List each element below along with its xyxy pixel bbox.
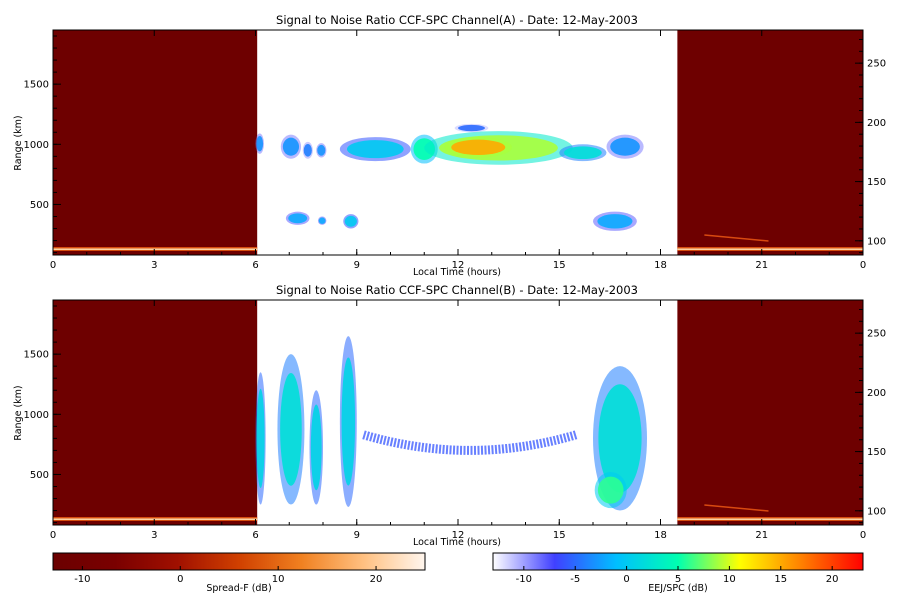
- colorbar-tick-label: 10: [272, 574, 285, 585]
- colorbar-tick-label: -10: [516, 574, 532, 585]
- x-tick-label: 0: [50, 260, 56, 271]
- colorbar-tick-label: 20: [370, 574, 383, 585]
- x-tick-label: 18: [654, 260, 667, 271]
- colorbar-tick-label: 10: [723, 574, 736, 585]
- chart-title-b: Signal to Noise Ratio CCF-SPC Channel(B)…: [276, 283, 638, 297]
- y2-tick-label: 100: [867, 506, 886, 517]
- snr-echo-region: [256, 388, 265, 489]
- snr-echo-region: [282, 137, 300, 156]
- night-echo-band-core: [677, 518, 863, 520]
- plot-area-a: 0 3 6 9 12 15 18 21 0 500 1000 1500 100 150 200 250: [24, 29, 886, 271]
- snr-echo-region: [317, 144, 326, 156]
- y2-tick-label: 250: [867, 59, 886, 70]
- snr-echo-region: [346, 140, 404, 159]
- y2-tick-label: 150: [867, 447, 886, 458]
- colorbar-tick-label: -10: [74, 574, 90, 585]
- night-spread-f-region: [53, 300, 258, 525]
- snr-echo-region: [597, 476, 624, 504]
- snr-echo-region: [451, 139, 506, 155]
- x-tick-label: 9: [354, 260, 360, 271]
- colorbar-tick-label: 15: [774, 574, 787, 585]
- y-axis-label-a: Range (km): [13, 115, 24, 170]
- x-tick-label: 3: [151, 530, 157, 541]
- snr-echo-region: [597, 214, 633, 229]
- chart-panel-a: Signal to Noise Ratio CCF-SPC Channel(A)…: [13, 13, 886, 278]
- y2-tick-label: 100: [867, 236, 886, 247]
- colorbar-tick-label: 0: [177, 574, 183, 585]
- x-tick-label: 0: [860, 530, 866, 541]
- snr-echo-arc: [362, 430, 578, 455]
- snr-echo-region: [303, 144, 312, 157]
- x-tick-label: 12: [452, 530, 465, 541]
- night-spread-f-region: [53, 30, 258, 255]
- snr-echo-region: [458, 124, 485, 132]
- night-echo-trace: [704, 504, 769, 512]
- colorbar-spread-f-label: Spread-F (dB): [206, 583, 271, 594]
- colorbar-tick-label: 20: [826, 574, 839, 585]
- y-tick-label: 500: [30, 470, 49, 481]
- y-tick-label: 1500: [24, 80, 49, 91]
- snr-echo-region: [598, 384, 642, 493]
- chart-title-a: Signal to Noise Ratio CCF-SPC Channel(A)…: [276, 13, 638, 27]
- colorbar-tick-label: 5: [675, 574, 681, 585]
- colorbar-spread-f-gradient: [52, 552, 426, 571]
- night-spread-f-region: [677, 300, 863, 525]
- night-spread-f-region: [677, 30, 863, 255]
- x-tick-label: 18: [654, 530, 667, 541]
- y-axis-label-b: Range (km): [13, 385, 24, 440]
- y2-tick-label: 250: [867, 329, 886, 340]
- x-tick-label: 0: [50, 530, 56, 541]
- x-tick-label: 21: [755, 530, 768, 541]
- x-tick-label: 21: [755, 260, 768, 271]
- snr-echo-region: [288, 213, 308, 224]
- plot-area-b: 0 3 6 9 12 15 18 21 0 500 1000 1500 100 150 200 250: [24, 299, 886, 541]
- colorbar-tick-label: -5: [570, 574, 580, 585]
- y-tick-label: 1000: [24, 140, 49, 151]
- night-echo-trace: [704, 234, 769, 242]
- x-tick-label: 6: [252, 260, 258, 271]
- y-tick-label: 1000: [24, 410, 49, 421]
- night-echo-band-core: [677, 248, 863, 250]
- x-tick-label: 15: [553, 530, 566, 541]
- x-tick-label: 9: [354, 530, 360, 541]
- x-tick-label: 3: [151, 260, 157, 271]
- snr-echo-region: [256, 136, 264, 152]
- snr-echo-region: [344, 215, 357, 227]
- y2-tick-label: 150: [867, 177, 886, 188]
- night-echo-band-core: [53, 518, 258, 520]
- colorbar-spread-f: Spread-F (dB) -10 0 10 20: [52, 552, 426, 594]
- night-echo-band-core: [53, 248, 258, 250]
- x-tick-label: 6: [252, 530, 258, 541]
- y2-tick-label: 200: [867, 388, 886, 399]
- snr-echo-region: [610, 137, 640, 156]
- x-axis-label-a: Local Time (hours): [413, 267, 501, 278]
- colorbar-eej-spc-label: EEJ/SPC (dB): [648, 583, 707, 594]
- chart-panel-b: Signal to Noise Ratio CCF-SPC Channel(B)…: [13, 283, 886, 548]
- x-tick-label: 0: [860, 260, 866, 271]
- snr-echo-region: [318, 217, 326, 224]
- colorbar-tick-label: 0: [623, 574, 629, 585]
- x-tick-label: 15: [553, 260, 566, 271]
- y-tick-label: 1500: [24, 350, 49, 361]
- x-tick-label: 12: [452, 260, 465, 271]
- snr-echo-region: [280, 372, 302, 486]
- y2-tick-label: 200: [867, 118, 886, 129]
- colorbar-eej-spc: EEJ/SPC (dB) -10 -5 0 5 10 15 20: [492, 552, 864, 594]
- snr-echo-region: [310, 404, 322, 491]
- x-axis-label-b: Local Time (hours): [413, 537, 501, 548]
- snr-echo-region: [563, 146, 602, 160]
- y-tick-label: 500: [30, 200, 49, 211]
- snr-echo-region: [341, 357, 356, 486]
